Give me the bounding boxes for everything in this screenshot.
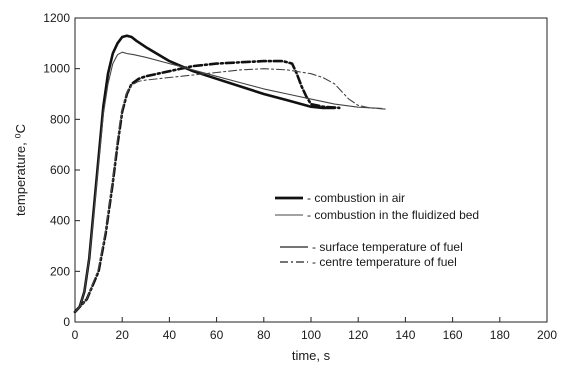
y-tick-label: 200	[50, 264, 70, 278]
y-axis-ticks: 0 200 400 600 800 1000 1200	[43, 11, 80, 329]
series-fluidized-bed-surface	[74, 51, 383, 313]
x-tick-label: 120	[348, 328, 368, 342]
series-layer	[73, 34, 388, 314]
x-tick-label: 60	[210, 328, 224, 342]
x-tick-label: 20	[116, 328, 130, 342]
x-axis-ticks: 0 20 40 60 80 100 120 140 160 180 200	[72, 317, 557, 342]
legend: - combustion in air - combustion in the …	[275, 191, 479, 269]
x-tick-label: 180	[490, 328, 510, 342]
y-tick-label: 0	[63, 315, 70, 329]
x-axis-label: time, s	[292, 348, 331, 363]
x-tick-label: 140	[395, 328, 415, 342]
y-tick-label: 800	[50, 112, 70, 126]
x-tick-label: 80	[257, 328, 271, 342]
x-tick-label: 160	[443, 328, 463, 342]
y-tick-label: 1000	[43, 62, 70, 76]
y-tick-label: 400	[50, 214, 70, 228]
y-tick-label: 1200	[43, 11, 70, 25]
legend-label-combustion-in-fluidized-bed: - combustion in the fluidized bed	[307, 208, 479, 222]
y-axis-label: temperature, ⁰C	[13, 124, 28, 216]
y-tick-label: 600	[50, 163, 70, 177]
x-tick-label: 100	[301, 328, 321, 342]
plot-area	[74, 17, 548, 323]
legend-label-surface-temperature: - surface temperature of fuel	[312, 240, 463, 254]
legend-label-combustion-in-air: - combustion in air	[307, 191, 405, 205]
x-tick-label: 0	[72, 328, 79, 342]
x-tick-label: 200	[537, 328, 557, 342]
legend-label-centre-temperature: - centre temperature of fuel	[312, 255, 457, 269]
series-fluidized-bed-centre	[74, 68, 388, 313]
x-tick-label: 40	[163, 328, 177, 342]
